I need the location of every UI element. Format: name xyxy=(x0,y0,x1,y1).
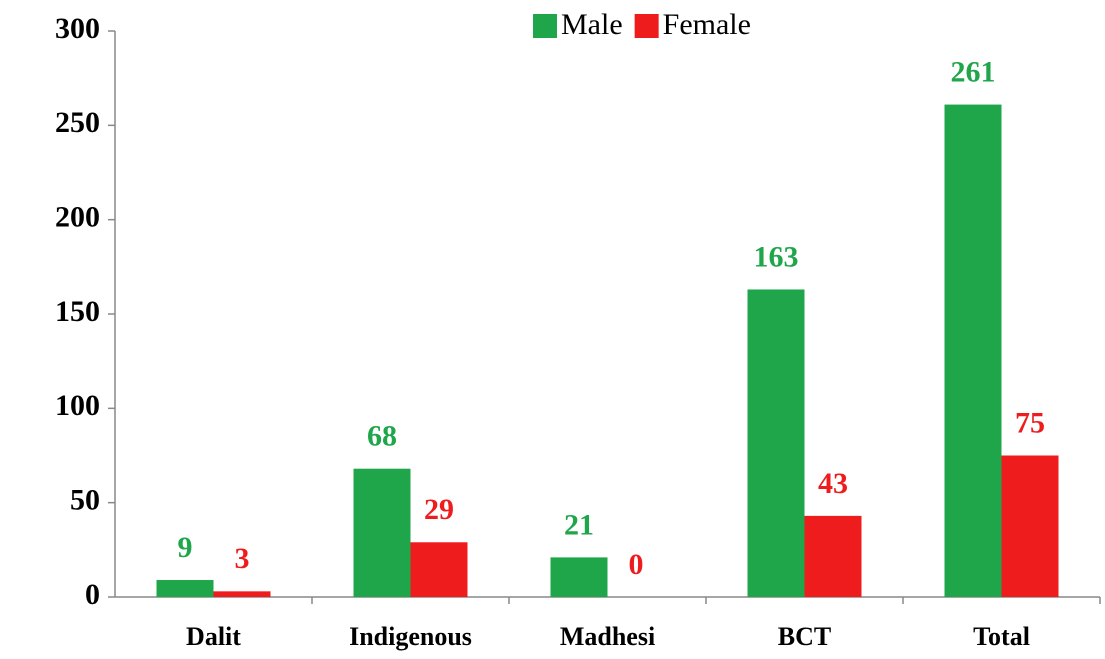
bar xyxy=(550,557,608,597)
bar xyxy=(156,580,214,597)
y-tick-label: 300 xyxy=(55,12,100,45)
bar xyxy=(410,542,468,597)
bar xyxy=(804,515,862,597)
x-tick-label: Total xyxy=(973,622,1030,651)
bar xyxy=(944,104,1002,597)
bar xyxy=(747,289,805,597)
y-tick-label: 250 xyxy=(55,106,100,139)
y-tick-label: 150 xyxy=(55,295,100,328)
bar xyxy=(1001,455,1059,597)
y-tick-label: 0 xyxy=(85,578,100,611)
value-label: 261 xyxy=(951,55,996,88)
value-label: 9 xyxy=(178,531,193,564)
y-tick-label: 100 xyxy=(55,389,100,422)
value-label: 29 xyxy=(424,493,454,526)
legend-swatch xyxy=(533,14,557,38)
value-label: 3 xyxy=(235,542,250,575)
value-label: 43 xyxy=(818,467,848,500)
y-tick-label: 50 xyxy=(70,484,100,517)
bar xyxy=(213,591,271,597)
legend-swatch xyxy=(634,14,659,38)
x-tick-label: Madhesi xyxy=(560,622,655,651)
bar xyxy=(353,468,411,597)
value-label: 68 xyxy=(367,420,397,453)
x-tick-label: Indigenous xyxy=(349,622,472,651)
x-tick-label: Dalit xyxy=(186,622,241,651)
value-label: 75 xyxy=(1015,406,1045,439)
value-label: 163 xyxy=(754,240,799,273)
value-label: 21 xyxy=(564,508,594,541)
legend-label: Male xyxy=(561,8,623,41)
value-label: 0 xyxy=(629,548,644,581)
x-tick-label: BCT xyxy=(778,622,831,651)
legend-label: Female xyxy=(663,8,751,41)
y-tick-label: 200 xyxy=(55,201,100,234)
